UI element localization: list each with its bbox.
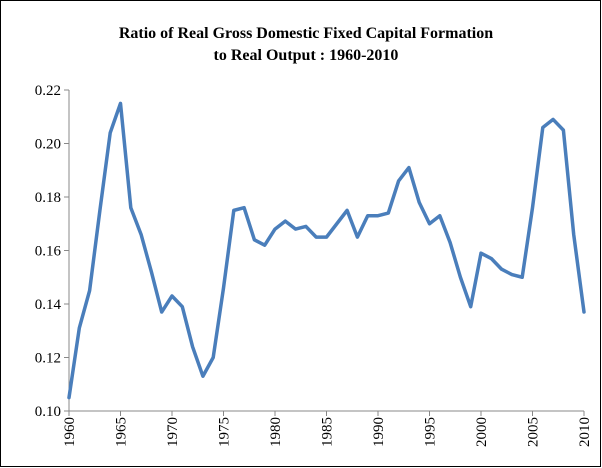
chart-title-line: to Real Output : 1960-2010	[214, 47, 399, 64]
x-tick-label: 2010	[577, 417, 593, 447]
y-tick-label: 0.22	[35, 83, 61, 99]
x-tick-label: 1980	[268, 417, 284, 447]
y-tick-label: 0.10	[35, 404, 61, 420]
x-tick-label: 2005	[526, 417, 542, 447]
x-tick-label: 1985	[320, 417, 336, 447]
y-tick-label: 0.12	[35, 351, 61, 367]
x-tick-label: 1960	[62, 417, 78, 447]
y-tick-label: 0.14	[35, 297, 62, 313]
x-tick-label: 1965	[114, 417, 130, 447]
y-tick-label: 0.18	[35, 190, 61, 206]
y-tick-label: 0.16	[35, 244, 62, 260]
data-line	[67, 101, 586, 400]
y-tick-label: 0.20	[35, 137, 61, 153]
x-tick-label: 1995	[423, 417, 439, 447]
x-tick-label: 1975	[217, 417, 233, 447]
x-tick-label: 2000	[474, 417, 490, 447]
x-tick-label: 1990	[371, 417, 387, 447]
chart-title-line: Ratio of Real Gross Domestic Fixed Capit…	[119, 25, 493, 42]
x-tick-label: 1970	[165, 417, 181, 447]
